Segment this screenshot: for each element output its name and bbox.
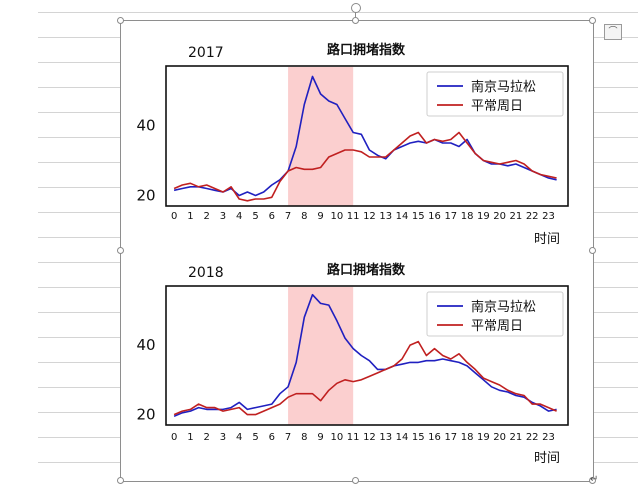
x-tick-label: 14 [396, 432, 409, 443]
resize-handle-bottom[interactable] [352, 477, 359, 484]
x-tick-label: 1 [187, 432, 193, 443]
y-tick-label: 20 [136, 406, 155, 424]
series-line-normal-sunday [173, 340, 557, 416]
x-tick-label: 22 [526, 211, 539, 222]
x-tick-label: 13 [379, 432, 392, 443]
x-tick-label: 5 [252, 432, 258, 443]
x-tick-label: 8 [301, 211, 307, 222]
resize-handle-bottom-right[interactable] [589, 477, 596, 484]
chart-year-label: 2017 [188, 45, 224, 61]
x-tick-label: 18 [461, 211, 474, 222]
layout-options-button[interactable]: ⌒ [604, 24, 622, 40]
x-tick-label: 6 [269, 432, 275, 443]
x-tick-label: 18 [461, 432, 474, 443]
x-axis-label: 时间 [534, 232, 560, 247]
x-tick-label: 6 [269, 211, 275, 222]
resize-handle-left[interactable] [117, 247, 124, 254]
rotate-handle-stem [355, 12, 356, 20]
x-axis-label: 时间 [534, 451, 560, 466]
resize-handle-top-right[interactable] [589, 17, 596, 24]
x-tick-label: 19 [477, 211, 490, 222]
cursor-mark: ↵ [590, 474, 599, 485]
x-tick-label: 10 [331, 211, 344, 222]
x-tick-label: 4 [236, 211, 242, 222]
legend-label: 平常周日 [471, 319, 523, 334]
x-tick-label: 5 [252, 211, 258, 222]
series-line-normal-sunday [173, 131, 557, 202]
x-tick-label: 8 [301, 432, 307, 443]
x-tick-label: 23 [542, 211, 555, 222]
x-tick-label: 21 [510, 211, 523, 222]
doc-line [38, 12, 638, 13]
x-tick-label: 17 [444, 432, 457, 443]
x-tick-label: 16 [428, 211, 441, 222]
x-tick-label: 9 [317, 432, 323, 443]
chart-title: 路口拥堵指数 [327, 42, 406, 58]
y-tick-label: 40 [136, 117, 155, 135]
x-tick-label: 11 [347, 432, 360, 443]
x-tick-label: 7 [285, 432, 291, 443]
x-tick-label: 12 [363, 211, 376, 222]
layout-options-icon: ⌒ [608, 27, 618, 37]
legend-label: 南京马拉松 [471, 79, 536, 95]
x-tick-label: 7 [285, 211, 291, 222]
x-tick-label: 15 [412, 432, 425, 443]
rotate-handle-icon[interactable] [351, 3, 361, 13]
series-line-marathon [173, 75, 557, 197]
x-tick-label: 20 [493, 211, 506, 222]
plot-area-box [165, 285, 569, 426]
x-tick-label: 10 [331, 432, 344, 443]
x-tick-label: 11 [347, 211, 360, 222]
x-tick-label: 14 [396, 211, 409, 222]
x-tick-label: 0 [171, 432, 177, 443]
resize-handle-bottom-left[interactable] [117, 477, 124, 484]
y-tick-label: 20 [136, 187, 155, 205]
x-tick-label: 2 [204, 432, 210, 443]
x-tick-label: 9 [317, 211, 323, 222]
x-tick-label: 12 [363, 432, 376, 443]
chart-title: 路口拥堵指数 [327, 262, 406, 278]
y-tick-label: 40 [136, 336, 155, 354]
series-line-marathon [173, 293, 557, 418]
x-tick-label: 16 [428, 432, 441, 443]
chart-year-label: 2018 [188, 265, 224, 281]
x-tick-label: 20 [493, 432, 506, 443]
plot-area-box [165, 65, 569, 207]
x-tick-label: 15 [412, 211, 425, 222]
x-tick-label: 22 [526, 432, 539, 443]
x-tick-label: 2 [204, 211, 210, 222]
x-tick-label: 17 [444, 211, 457, 222]
resize-handle-top[interactable] [352, 17, 359, 24]
x-tick-label: 0 [171, 211, 177, 222]
x-tick-label: 4 [236, 432, 242, 443]
resize-handle-top-left[interactable] [117, 17, 124, 24]
resize-handle-right[interactable] [589, 247, 596, 254]
x-tick-label: 21 [510, 432, 523, 443]
picture-frame[interactable]: 2017 路口拥堵指数 20 40 0 1 2 3 4 5 6 7 8 9 10 11 12 13 14 15 16 17… [120, 20, 594, 482]
x-tick-label: 13 [379, 211, 392, 222]
x-tick-label: 3 [220, 211, 226, 222]
legend-label: 平常周日 [471, 99, 523, 114]
legend-label: 南京马拉松 [471, 299, 536, 315]
x-tick-label: 1 [187, 211, 193, 222]
x-tick-label: 19 [477, 432, 490, 443]
x-tick-label: 3 [220, 432, 226, 443]
highlight-band [288, 287, 354, 425]
x-tick-label: 23 [542, 432, 555, 443]
